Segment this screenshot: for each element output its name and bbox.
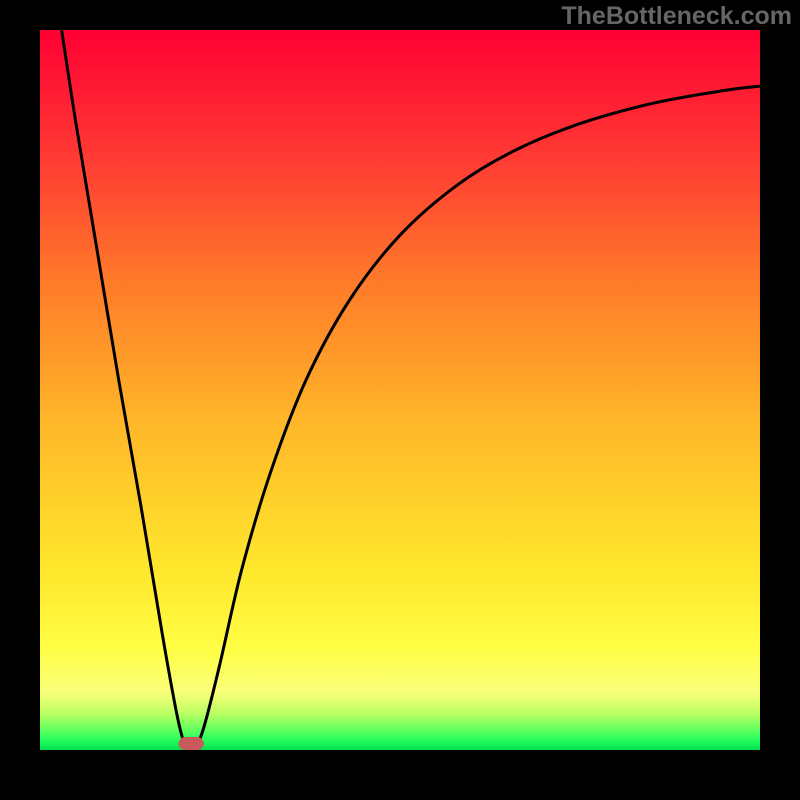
gradient-background (40, 30, 760, 750)
bottleneck-chart (0, 0, 800, 800)
chart-container: TheBottleneck.com (0, 0, 800, 800)
watermark-text: TheBottleneck.com (561, 2, 792, 31)
optimal-marker (179, 737, 204, 750)
